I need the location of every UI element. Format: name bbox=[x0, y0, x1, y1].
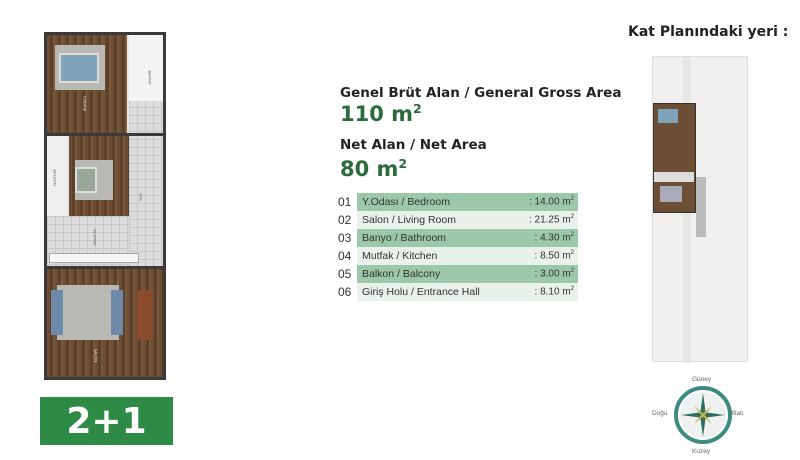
unit-superscript: 2 bbox=[413, 101, 422, 116]
room-bar: Mutfak / Kitchen : 8.50 m2 bbox=[357, 247, 578, 265]
compass-east-label: Doğu bbox=[652, 410, 668, 417]
unit-superscript: 2 bbox=[570, 286, 574, 293]
kitchen-area bbox=[654, 172, 694, 182]
room-area-value: : 21.25 m bbox=[528, 214, 571, 226]
compass-icon bbox=[674, 386, 732, 444]
room-bar: Balkon / Balcony : 3.00 m2 bbox=[357, 265, 578, 283]
kitchen-counter bbox=[49, 253, 139, 263]
room-bar: Giriş Holu / Entrance Hall : 8.10 m2 bbox=[357, 283, 578, 301]
room-name: Y.Odası / Bedroom bbox=[362, 196, 450, 208]
gross-area-value: 110 m2 bbox=[340, 101, 422, 126]
room-area-value: : 8.10 m bbox=[534, 286, 571, 298]
room-name: Balkon / Balcony bbox=[362, 268, 441, 280]
table-row: 03 Banyo / Bathroom : 4.30 m2 bbox=[338, 229, 578, 247]
balcony-floor bbox=[47, 136, 67, 216]
room-area: : 8.10 m2 bbox=[535, 286, 574, 297]
table-row: 01 Y.Odası / Bedroom : 14.00 m2 bbox=[338, 193, 578, 211]
bathroom-floor bbox=[129, 35, 163, 101]
dining-table-icon bbox=[137, 290, 153, 340]
room-area-value: : 3.00 m bbox=[534, 268, 571, 280]
room-name: Mutfak / Kitchen bbox=[362, 250, 438, 262]
location-title: Kat Planındaki yeri : bbox=[628, 24, 789, 40]
balcony-label: BALKON bbox=[52, 169, 58, 186]
compass-north-label: Kuzey bbox=[692, 448, 711, 455]
room-bar: Y.Odası / Bedroom : 14.00 m2 bbox=[357, 193, 578, 211]
net-area-number: 80 m bbox=[340, 157, 399, 181]
gross-area-label: Genel Brüt Alan / General Gross Area bbox=[340, 85, 622, 101]
room-area-value: : 8.50 m bbox=[534, 250, 571, 262]
room-area: : 8.50 m2 bbox=[535, 250, 574, 261]
room-name: Giriş Holu / Entrance Hall bbox=[362, 286, 480, 298]
unit-superscript: 2 bbox=[570, 250, 574, 257]
bathroom-label: BANYO bbox=[147, 70, 153, 85]
net-area-value: 80 m2 bbox=[340, 156, 407, 181]
room-number: 04 bbox=[338, 249, 352, 263]
unit-superscript: 2 bbox=[570, 214, 574, 221]
room-name: Salon / Living Room bbox=[362, 214, 456, 226]
apartment-floor-plan: Y.ODASI BANYO BALKON HOL MUTFAK SALON bbox=[44, 32, 166, 380]
net-area-label: Net Alan / Net Area bbox=[340, 137, 487, 153]
room-bar: Banyo / Bathroom : 4.30 m2 bbox=[357, 229, 578, 247]
unit-superscript: 2 bbox=[570, 232, 574, 239]
unit-type-badge: 2+1 bbox=[40, 397, 173, 445]
room-number: 01 bbox=[338, 195, 352, 209]
living-room-rug bbox=[57, 285, 119, 340]
bed-icon bbox=[59, 53, 99, 83]
building-floor-plan bbox=[652, 56, 748, 363]
kitchen-label: MUTFAK bbox=[92, 229, 98, 246]
sofa-icon bbox=[51, 290, 63, 335]
living-room-area bbox=[660, 186, 682, 202]
living-room-label: SALON bbox=[93, 348, 99, 363]
compass-rose: Güney Doğu Batı Kuzey bbox=[652, 376, 744, 456]
wall bbox=[47, 133, 163, 136]
compass-south-label: Güney bbox=[692, 376, 712, 383]
room-area: : 4.30 m2 bbox=[535, 232, 574, 243]
highlighted-unit bbox=[653, 103, 696, 213]
room-area-value: : 14.00 m bbox=[528, 196, 571, 208]
room-number: 03 bbox=[338, 231, 352, 245]
bedroom-label: Y.ODASI bbox=[82, 95, 88, 112]
compass-west-label: Batı bbox=[732, 410, 744, 417]
gross-area-number: 110 m bbox=[340, 102, 414, 126]
unit-superscript: 2 bbox=[398, 156, 408, 171]
room-number: 05 bbox=[338, 267, 352, 281]
table-row: 02 Salon / Living Room : 21.25 m2 bbox=[338, 211, 578, 229]
stairs bbox=[696, 177, 706, 237]
bed-icon bbox=[658, 109, 678, 123]
room-name: Banyo / Bathroom bbox=[362, 232, 447, 244]
hall-label: HOL bbox=[138, 193, 144, 202]
table-row: 06 Giriş Holu / Entrance Hall : 8.10 m2 bbox=[338, 283, 578, 301]
sofa-icon bbox=[111, 290, 123, 335]
room-number: 06 bbox=[338, 285, 352, 299]
room-number: 02 bbox=[338, 213, 352, 227]
room-area: : 21.25 m2 bbox=[529, 214, 574, 225]
room-area: : 14.00 m2 bbox=[529, 196, 574, 207]
room-area-value: : 4.30 m bbox=[534, 232, 571, 244]
bed-icon bbox=[75, 167, 97, 193]
table-row: 04 Mutfak / Kitchen : 8.50 m2 bbox=[338, 247, 578, 265]
wall bbox=[47, 266, 163, 269]
unit-superscript: 2 bbox=[570, 268, 574, 275]
room-area: : 3.00 m2 bbox=[535, 268, 574, 279]
table-row: 05 Balkon / Balcony : 3.00 m2 bbox=[338, 265, 578, 283]
room-bar: Salon / Living Room : 21.25 m2 bbox=[357, 211, 578, 229]
unit-superscript: 2 bbox=[570, 196, 574, 203]
